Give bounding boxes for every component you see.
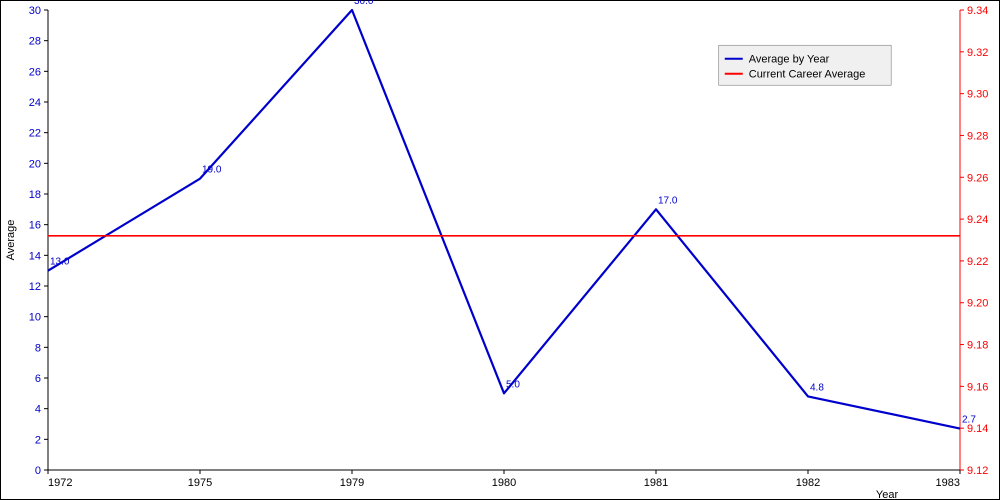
y-left-tick: 20 (29, 158, 41, 170)
legend-label: Current Career Average (749, 69, 866, 81)
y-axis-label: Average (5, 220, 17, 261)
point-label: 2.7 (962, 415, 976, 426)
y-right-tick: 9.18 (967, 340, 988, 352)
y-right-tick: 9.16 (967, 381, 988, 393)
y-right-tick: 9.22 (967, 256, 988, 268)
legend: Average by Year Current Career Average (719, 45, 891, 85)
y-left-tick: 6 (35, 373, 41, 385)
x-tick: 1983 (936, 477, 960, 489)
y-left-tick: 28 (29, 36, 41, 48)
point-label: 17.0 (658, 195, 678, 206)
x-tick: 1975 (188, 477, 212, 489)
y-left-tick: 26 (29, 66, 41, 78)
point-label: 5.0 (506, 379, 520, 390)
x-tick: 1979 (340, 477, 364, 489)
y-right-tick: 9.30 (967, 89, 988, 101)
point-label: 13.0 (50, 257, 70, 268)
point-label: 4.8 (810, 382, 824, 393)
x-tick: 1972 (48, 477, 72, 489)
point-label: 30.0 (354, 0, 374, 7)
point-label: 19.0 (202, 165, 222, 176)
y-left-tick: 8 (35, 342, 41, 354)
y-left-tick: 10 (29, 312, 41, 324)
y-right-tick: 9.28 (967, 130, 988, 142)
y-left-tick: 4 (35, 404, 41, 416)
x-tick: 1981 (644, 477, 668, 489)
y-left-tick: 18 (29, 189, 41, 201)
y-right-tick: 9.26 (967, 172, 988, 184)
y-left-tick: 12 (29, 281, 41, 293)
x-tick: 1982 (796, 477, 820, 489)
y-right-tick: 9.20 (967, 298, 988, 310)
chart-container: 0246810121416182022242628309.129.149.169… (0, 0, 1000, 500)
y-left-tick: 30 (29, 5, 41, 17)
y-left-tick: 2 (35, 434, 41, 446)
y-right-tick: 9.24 (967, 214, 988, 226)
y-right-tick: 9.34 (967, 5, 988, 17)
x-tick: 1980 (492, 477, 516, 489)
y-left-tick: 24 (29, 97, 41, 109)
legend-label: Average by Year (749, 54, 830, 66)
y-left-tick: 0 (35, 465, 41, 477)
x-axis-label: Year (876, 489, 899, 500)
y-left-tick: 22 (29, 128, 41, 140)
y-right-tick: 9.32 (967, 47, 988, 59)
y-left-tick: 16 (29, 220, 41, 232)
y-left-tick: 14 (29, 250, 41, 262)
y-right-tick: 9.12 (967, 465, 988, 477)
chart-svg: 0246810121416182022242628309.129.149.169… (0, 0, 1000, 500)
